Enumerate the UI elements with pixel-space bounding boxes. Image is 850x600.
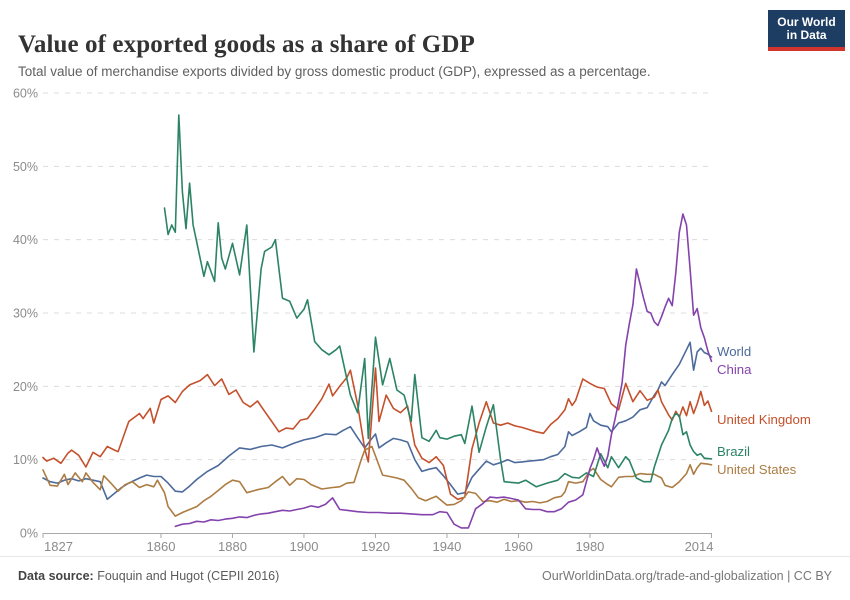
series-line-world[interactable] [42, 341, 713, 501]
owid-logo-line2: in Data [786, 27, 827, 42]
page-title: Value of exported goods as a share of GD… [18, 30, 475, 58]
series-label-united-kingdom[interactable]: United Kingdom [717, 412, 811, 427]
series-line-china[interactable] [174, 213, 713, 529]
x-tick-label-1860: 1860 [147, 539, 176, 554]
series-label-brazil[interactable]: Brazil [717, 444, 750, 459]
x-tick-label-1940: 1940 [432, 539, 461, 554]
owid-logo-accent-bar [768, 47, 845, 51]
series-line-brazil[interactable] [163, 114, 713, 488]
series-line-united-kingdom[interactable] [42, 367, 713, 501]
x-tick-label-1980: 1980 [575, 539, 604, 554]
y-tick-label-20%: 20% [13, 380, 38, 394]
series-label-world[interactable]: World [717, 344, 751, 359]
chart-subtitle: Total value of merchandise exports divid… [18, 63, 651, 79]
chart-footer: Data source: Fouquin and Hugot (CEPII 20… [0, 556, 850, 600]
owid-logo-box: Our World in Data [768, 10, 845, 47]
owid-logo-line1: Our World [777, 14, 836, 29]
data-source-value: Fouquin and Hugot (CEPII 2016) [93, 568, 280, 583]
x-tick-label-2014: 2014 [685, 539, 714, 554]
y-tick-label-60%: 60% [13, 87, 38, 101]
data-source-label: Data source: [18, 568, 94, 583]
series-line-united-states[interactable] [42, 445, 713, 517]
data-source-note: Data source: Fouquin and Hugot (CEPII 20… [18, 569, 279, 583]
y-tick-label-10%: 10% [13, 453, 38, 467]
x-tick-label-1960: 1960 [504, 539, 533, 554]
x-tick-label-1880: 1880 [218, 539, 247, 554]
x-tick-label-1827: 1827 [44, 539, 73, 554]
x-tick-label-1920: 1920 [361, 539, 390, 554]
y-tick-label-0%: 0% [20, 527, 38, 541]
x-tick-label-1900: 1900 [290, 539, 319, 554]
y-tick-label-50%: 50% [13, 160, 38, 174]
license-link[interactable]: OurWorldinData.org/trade-and-globalizati… [542, 568, 832, 583]
owid-logo[interactable]: Our World in Data [768, 10, 845, 51]
series-label-china[interactable]: China [717, 362, 752, 377]
series-label-united-states[interactable]: United States [717, 462, 797, 477]
y-tick-label-30%: 30% [13, 307, 38, 321]
y-tick-label-40%: 40% [13, 233, 38, 247]
